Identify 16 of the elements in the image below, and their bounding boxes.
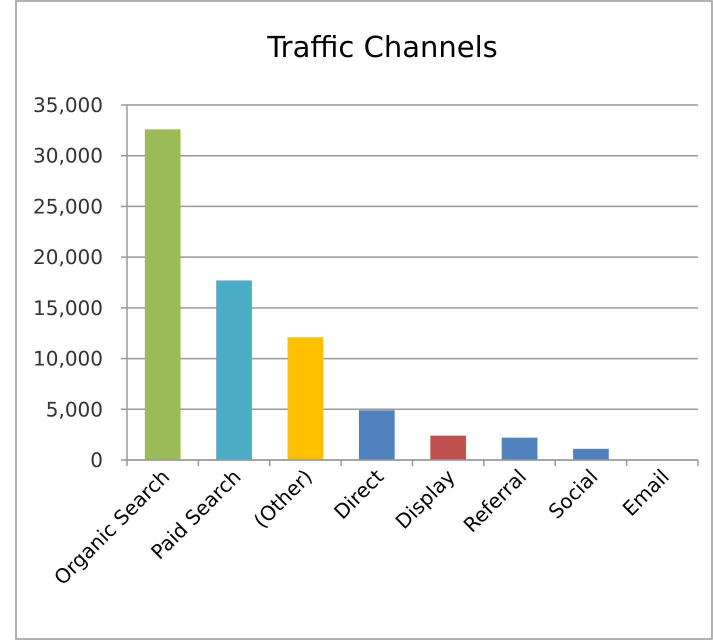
y-tick-label: 5,000 — [46, 397, 103, 422]
chart-title: Traffic Channels — [266, 30, 498, 64]
bar — [144, 129, 181, 460]
bar — [358, 410, 395, 460]
y-tick-label: 35,000 — [33, 93, 103, 117]
y-tick-label: 15,000 — [33, 296, 103, 320]
y-tick-label: 10,000 — [33, 346, 103, 371]
y-tick-label: 30,000 — [33, 144, 103, 168]
bar — [573, 448, 609, 460]
bar — [216, 280, 252, 460]
bar — [430, 436, 466, 460]
y-tick-label: 20,000 — [33, 245, 103, 270]
y-tick-label: 0 — [90, 448, 103, 472]
bar — [502, 438, 538, 460]
y-tick-label: 25,000 — [33, 194, 103, 218]
bar — [288, 337, 324, 460]
